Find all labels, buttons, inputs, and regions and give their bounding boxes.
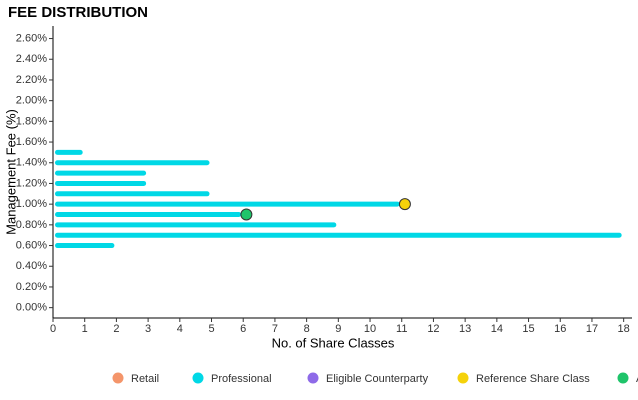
x-tick-label: 8 bbox=[304, 323, 310, 335]
legend-label: Reference Share Class bbox=[476, 373, 590, 385]
legend-marker bbox=[457, 372, 469, 384]
x-tick-label: 14 bbox=[491, 323, 503, 335]
legend-label: Eligible Counterparty bbox=[326, 373, 429, 385]
x-tick-label: 17 bbox=[586, 323, 598, 335]
y-tick-label: 0.40% bbox=[16, 260, 47, 272]
y-tick-label: 2.40% bbox=[16, 53, 47, 65]
x-tick-label: 3 bbox=[145, 323, 151, 335]
legend-label: Average bbox=[636, 373, 638, 385]
x-axis-title: No. of Share Classes bbox=[272, 335, 395, 350]
bar bbox=[55, 170, 147, 176]
bar bbox=[55, 243, 115, 249]
x-tick-label: 0 bbox=[50, 323, 56, 335]
legend-label: Retail bbox=[131, 373, 159, 385]
y-tick-label: 0.80% bbox=[16, 219, 47, 231]
x-tick-label: 18 bbox=[618, 323, 630, 335]
x-tick-label: 1 bbox=[82, 323, 88, 335]
point bbox=[398, 198, 411, 211]
x-tick-label: 10 bbox=[364, 323, 376, 335]
y-tick-label: 0.20% bbox=[16, 281, 47, 293]
y-tick-label: 2.00% bbox=[16, 95, 47, 107]
bar bbox=[55, 160, 210, 166]
x-tick-label: 2 bbox=[113, 323, 119, 335]
legend-marker bbox=[617, 372, 629, 384]
x-tick-label: 12 bbox=[427, 323, 439, 335]
bar bbox=[55, 180, 147, 186]
bar bbox=[55, 149, 83, 155]
x-tick-label: 13 bbox=[459, 323, 471, 335]
y-tick-label: 2.20% bbox=[16, 74, 47, 86]
legend-marker bbox=[192, 372, 204, 384]
x-tick-label: 15 bbox=[522, 323, 534, 335]
y-tick-label: 1.20% bbox=[16, 177, 47, 189]
x-tick-label: 7 bbox=[272, 323, 278, 335]
y-axis-title: Management Fee (%) bbox=[3, 109, 18, 235]
chart-title: FEE DISTRIBUTION bbox=[8, 4, 148, 21]
x-tick-label: 9 bbox=[335, 323, 341, 335]
legend-marker bbox=[112, 372, 124, 384]
bar bbox=[55, 222, 337, 228]
y-tick-label: 1.60% bbox=[16, 136, 47, 148]
x-tick-label: 11 bbox=[396, 323, 407, 335]
bar bbox=[55, 232, 622, 238]
bar bbox=[55, 212, 242, 217]
x-tick-label: 16 bbox=[554, 323, 566, 335]
legend-marker bbox=[307, 372, 319, 384]
y-tick-label: 1.00% bbox=[16, 198, 47, 210]
bar bbox=[55, 191, 210, 197]
x-tick-label: 4 bbox=[177, 323, 183, 335]
y-tick-label: 0.60% bbox=[16, 239, 47, 251]
y-tick-label: 0.00% bbox=[16, 302, 47, 314]
y-tick-label: 1.80% bbox=[16, 115, 47, 127]
point bbox=[240, 208, 253, 221]
bar bbox=[55, 201, 400, 207]
y-tick-label: 1.40% bbox=[16, 157, 47, 169]
y-tick-label: 2.60% bbox=[16, 32, 47, 44]
x-tick-label: 6 bbox=[240, 323, 246, 335]
x-tick-label: 5 bbox=[208, 323, 214, 335]
legend-label: Professional bbox=[211, 373, 272, 385]
